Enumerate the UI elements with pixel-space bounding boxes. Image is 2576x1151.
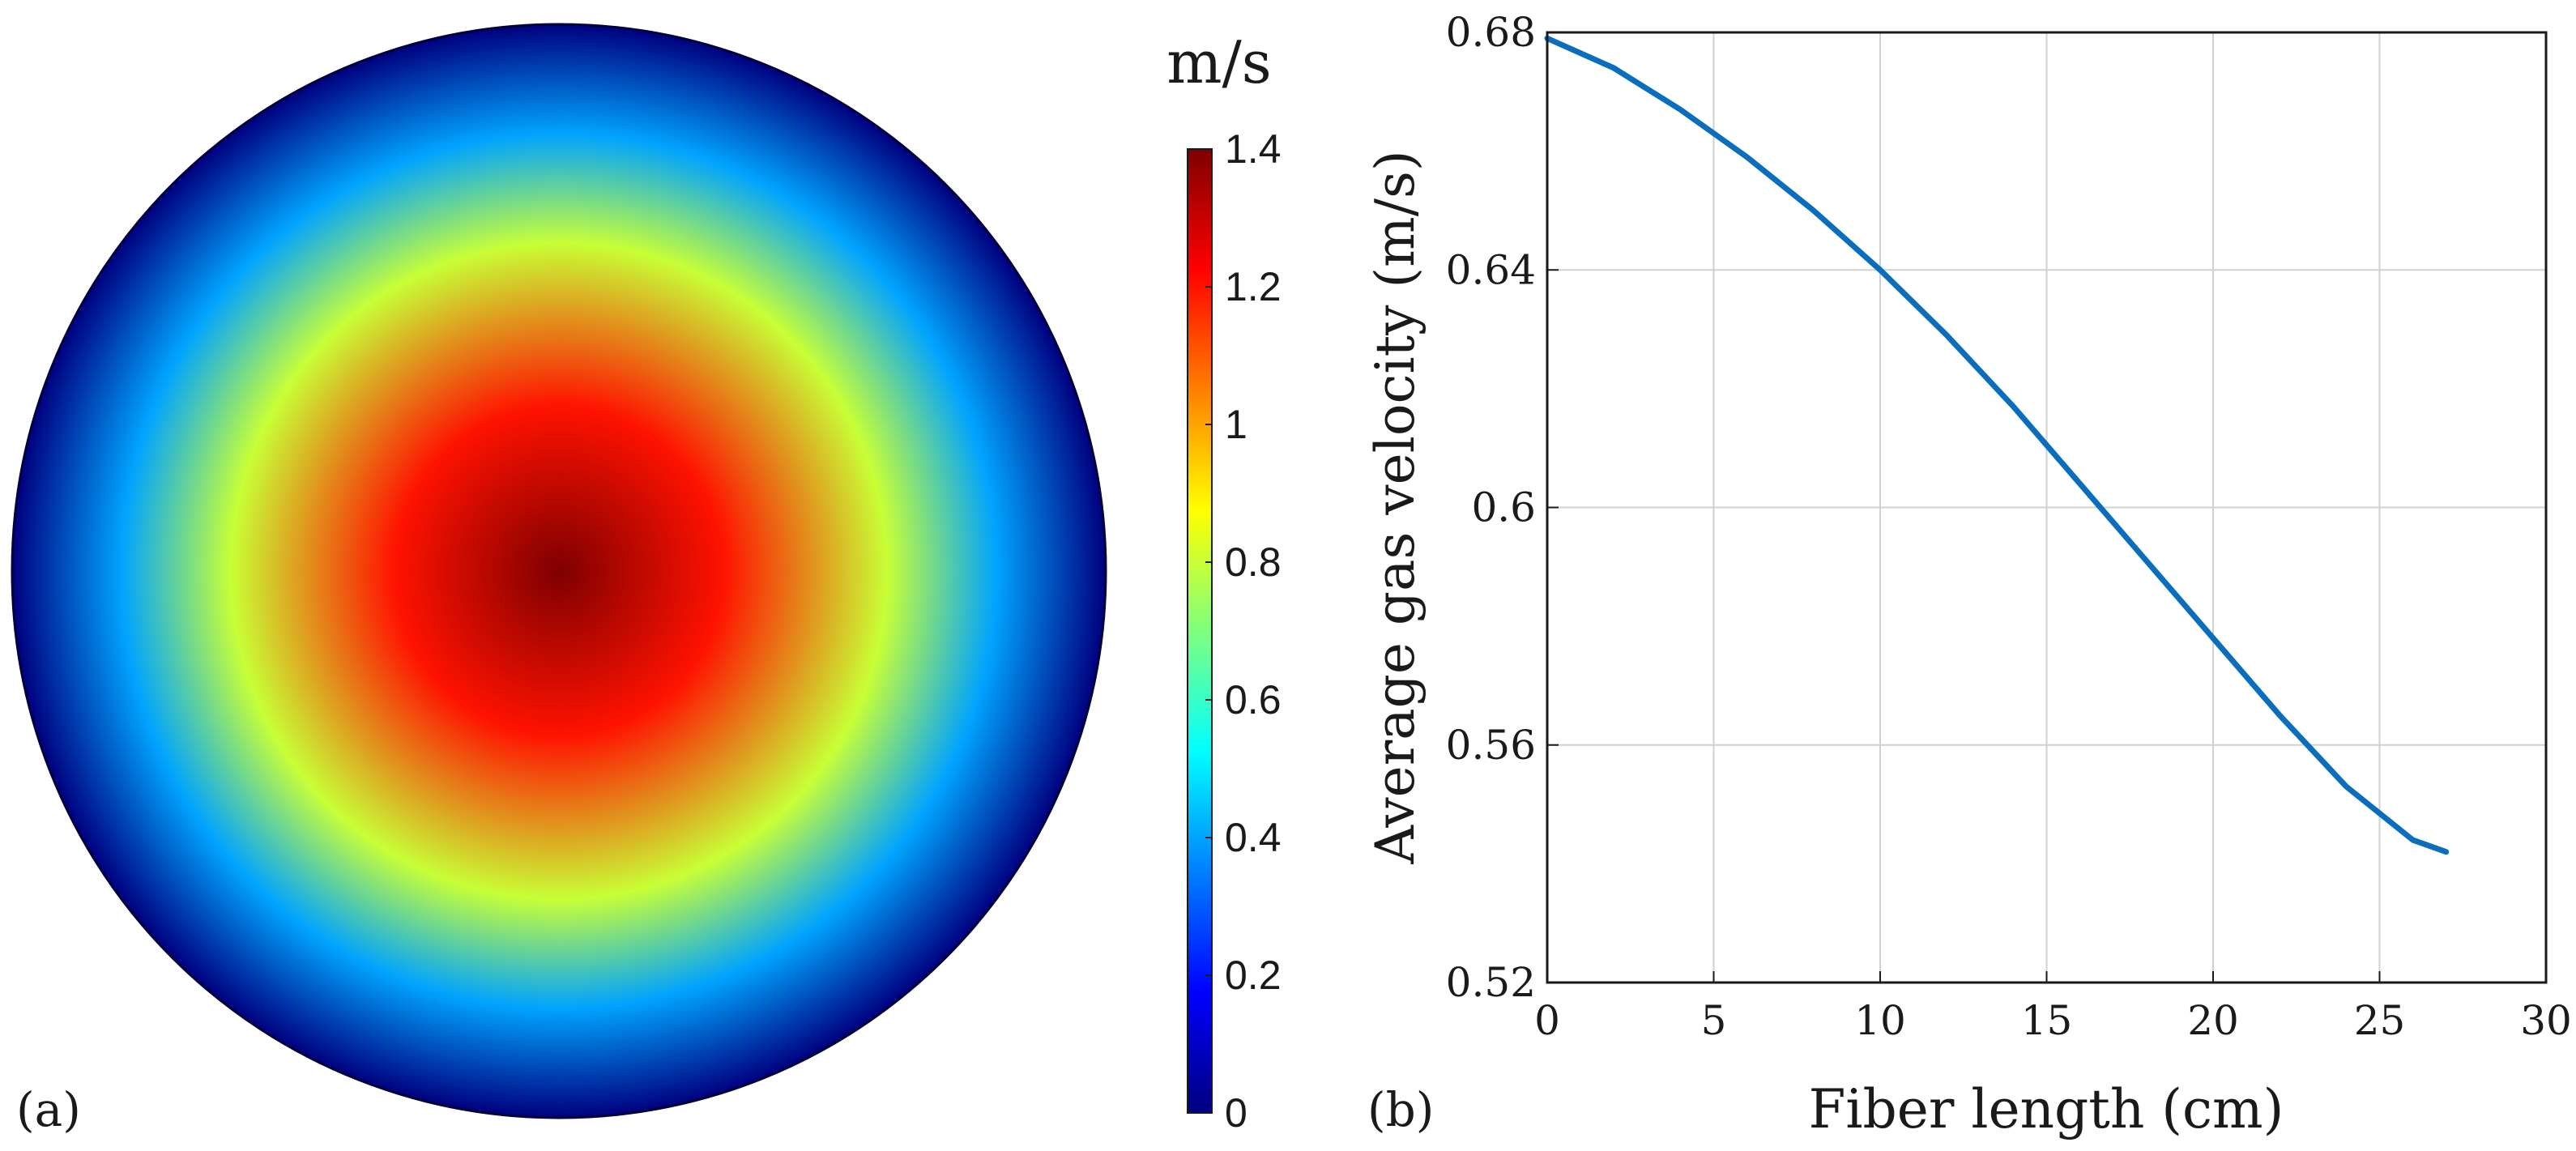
- y-tick-label: 0.56: [1446, 722, 1536, 769]
- x-tick-label: 25: [2354, 997, 2406, 1044]
- x-axis-ticks: 0 5 10 15 20 25 30: [1534, 971, 2572, 1044]
- panel-a: m/s 0 0.2 0.4 0.6 0.8 1 1.2 1.4 (a): [11, 23, 1282, 1137]
- x-axis-label: Fiber length (cm): [1809, 1078, 2284, 1140]
- panel-b-label: (b): [1367, 1082, 1434, 1137]
- colorbar-tick-label: 1.4: [1225, 126, 1282, 172]
- colorbar-tick-label: 0: [1225, 1090, 1247, 1136]
- y-tick-label: 0.52: [1446, 959, 1536, 1006]
- velocity-line: [1544, 35, 2450, 855]
- colorbar: [1187, 148, 1213, 1114]
- x-tick-label: 10: [1854, 997, 1906, 1044]
- y-axis-label: Average gas velocity (m/s): [1364, 150, 1427, 864]
- x-tick-label: 30: [2520, 997, 2572, 1044]
- y-tick-label: 0.68: [1446, 9, 1536, 56]
- velocity-field-disk: [11, 23, 1107, 1119]
- x-tick-label: 20: [2187, 997, 2239, 1044]
- colorbar-tick-label: 0.6: [1225, 677, 1282, 723]
- x-tick-label: 0: [1534, 997, 1560, 1044]
- panel-a-label: (a): [16, 1082, 81, 1137]
- colorbar-tick-label: 0.8: [1225, 539, 1282, 585]
- y-axis-ticks: 0.52 0.56 0.6 0.64 0.68: [1446, 9, 1559, 1006]
- colorbar-tick-label: 0.2: [1225, 953, 1282, 998]
- x-tick-label: 15: [2021, 997, 2073, 1044]
- x-tick-label: 5: [1701, 997, 1727, 1044]
- colorbar-tick-label: 0.4: [1225, 815, 1282, 860]
- panel-b: 0 5 10 15 20 25 30 0.52 0.56 0.6 0.64 0.68 Fiber l…: [1364, 9, 2572, 1140]
- colorbar-tick-label: 1.2: [1225, 264, 1282, 309]
- y-tick-label: 0.64: [1446, 246, 1536, 293]
- colorbar-tick-label: 1: [1225, 402, 1247, 447]
- y-tick-label: 0.6: [1471, 484, 1536, 531]
- colorbar-ticks: 0 0.2 0.4 0.6 0.8 1 1.2 1.4: [1205, 126, 1282, 1136]
- colorbar-unit-label: m/s: [1166, 28, 1271, 96]
